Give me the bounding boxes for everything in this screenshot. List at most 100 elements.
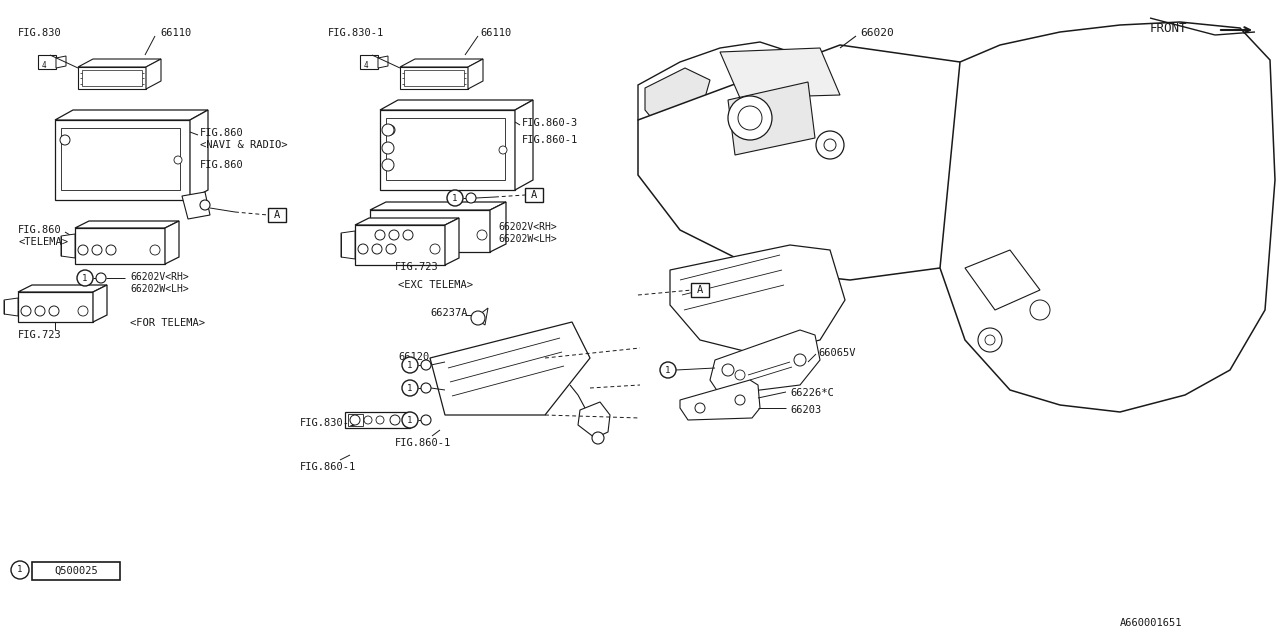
Circle shape xyxy=(375,230,385,240)
Bar xyxy=(61,128,180,190)
Circle shape xyxy=(402,412,419,428)
Text: <NAVI & RADIO>: <NAVI & RADIO> xyxy=(200,140,288,150)
Polygon shape xyxy=(61,234,76,258)
Text: A: A xyxy=(531,190,538,200)
Text: FIG.860-1: FIG.860-1 xyxy=(300,462,356,472)
Circle shape xyxy=(389,230,399,240)
Polygon shape xyxy=(637,42,829,172)
Text: <FOR TELEMA>: <FOR TELEMA> xyxy=(131,318,205,328)
Circle shape xyxy=(349,415,360,425)
Circle shape xyxy=(49,306,59,316)
Polygon shape xyxy=(38,55,56,69)
Text: FIG.860-1: FIG.860-1 xyxy=(522,135,579,145)
Polygon shape xyxy=(360,55,378,69)
Text: FRONT: FRONT xyxy=(1149,22,1188,35)
Circle shape xyxy=(402,380,419,396)
Polygon shape xyxy=(165,221,179,264)
Circle shape xyxy=(471,311,485,325)
Circle shape xyxy=(381,142,394,154)
Polygon shape xyxy=(182,192,210,219)
Circle shape xyxy=(817,131,844,159)
Circle shape xyxy=(447,190,463,206)
Text: 1: 1 xyxy=(452,193,458,202)
Bar xyxy=(346,412,410,428)
Circle shape xyxy=(77,270,93,286)
Circle shape xyxy=(794,354,806,366)
Text: 66202V<RH>: 66202V<RH> xyxy=(131,272,188,282)
Circle shape xyxy=(20,306,31,316)
Circle shape xyxy=(372,244,381,254)
Circle shape xyxy=(735,370,745,380)
Text: A660001651: A660001651 xyxy=(1120,618,1183,628)
Circle shape xyxy=(106,245,116,255)
Text: FIG.830-1: FIG.830-1 xyxy=(300,418,356,428)
Polygon shape xyxy=(56,56,67,68)
Bar xyxy=(525,188,543,202)
Bar xyxy=(404,70,465,86)
Text: 66226*C: 66226*C xyxy=(790,388,833,398)
Circle shape xyxy=(60,135,70,145)
Text: FIG.860: FIG.860 xyxy=(200,160,243,170)
Polygon shape xyxy=(55,110,209,120)
Text: FIG.860: FIG.860 xyxy=(200,128,243,138)
Text: 66020: 66020 xyxy=(860,28,893,38)
Circle shape xyxy=(824,139,836,151)
Polygon shape xyxy=(645,68,710,128)
Circle shape xyxy=(78,306,88,316)
Polygon shape xyxy=(680,380,760,420)
Circle shape xyxy=(986,335,995,345)
Polygon shape xyxy=(380,110,515,190)
Text: FIG.830: FIG.830 xyxy=(18,28,61,38)
Text: 66120: 66120 xyxy=(398,352,429,362)
Polygon shape xyxy=(93,285,108,322)
Bar xyxy=(32,562,120,580)
Circle shape xyxy=(660,362,676,378)
Text: 1: 1 xyxy=(82,273,88,282)
Text: 1: 1 xyxy=(666,365,671,374)
Circle shape xyxy=(421,383,431,393)
Polygon shape xyxy=(940,22,1275,412)
Text: FIG.830-1: FIG.830-1 xyxy=(328,28,384,38)
Circle shape xyxy=(695,403,705,413)
Polygon shape xyxy=(728,82,815,155)
Circle shape xyxy=(96,273,106,283)
Polygon shape xyxy=(965,250,1039,310)
Circle shape xyxy=(12,561,29,579)
Polygon shape xyxy=(721,48,840,98)
Text: FIG.860-1: FIG.860-1 xyxy=(396,438,452,448)
Circle shape xyxy=(200,200,210,210)
Circle shape xyxy=(364,416,372,424)
Bar xyxy=(268,208,285,222)
Polygon shape xyxy=(370,202,506,210)
Circle shape xyxy=(421,360,431,370)
Circle shape xyxy=(728,96,772,140)
Text: 1: 1 xyxy=(407,415,412,424)
Circle shape xyxy=(150,245,160,255)
Circle shape xyxy=(381,159,394,171)
Polygon shape xyxy=(18,285,108,292)
Circle shape xyxy=(421,415,431,425)
Circle shape xyxy=(722,364,733,376)
Bar xyxy=(387,118,506,180)
Polygon shape xyxy=(515,100,532,190)
Polygon shape xyxy=(468,59,483,89)
Text: 66065V: 66065V xyxy=(818,348,855,358)
Circle shape xyxy=(477,230,486,240)
Polygon shape xyxy=(76,228,165,264)
Text: 66202V<RH>: 66202V<RH> xyxy=(498,222,557,232)
Text: 1: 1 xyxy=(18,566,23,575)
Circle shape xyxy=(174,156,182,164)
Text: 66110: 66110 xyxy=(480,28,511,38)
Circle shape xyxy=(403,230,413,240)
Circle shape xyxy=(387,244,396,254)
Circle shape xyxy=(381,124,394,136)
Text: <EXC TELEMA>: <EXC TELEMA> xyxy=(398,280,474,290)
Circle shape xyxy=(92,245,102,255)
Polygon shape xyxy=(78,67,146,89)
Circle shape xyxy=(1030,300,1050,320)
Polygon shape xyxy=(378,56,388,68)
Bar xyxy=(420,218,451,242)
Circle shape xyxy=(499,146,507,154)
Circle shape xyxy=(466,193,476,203)
Circle shape xyxy=(376,416,384,424)
